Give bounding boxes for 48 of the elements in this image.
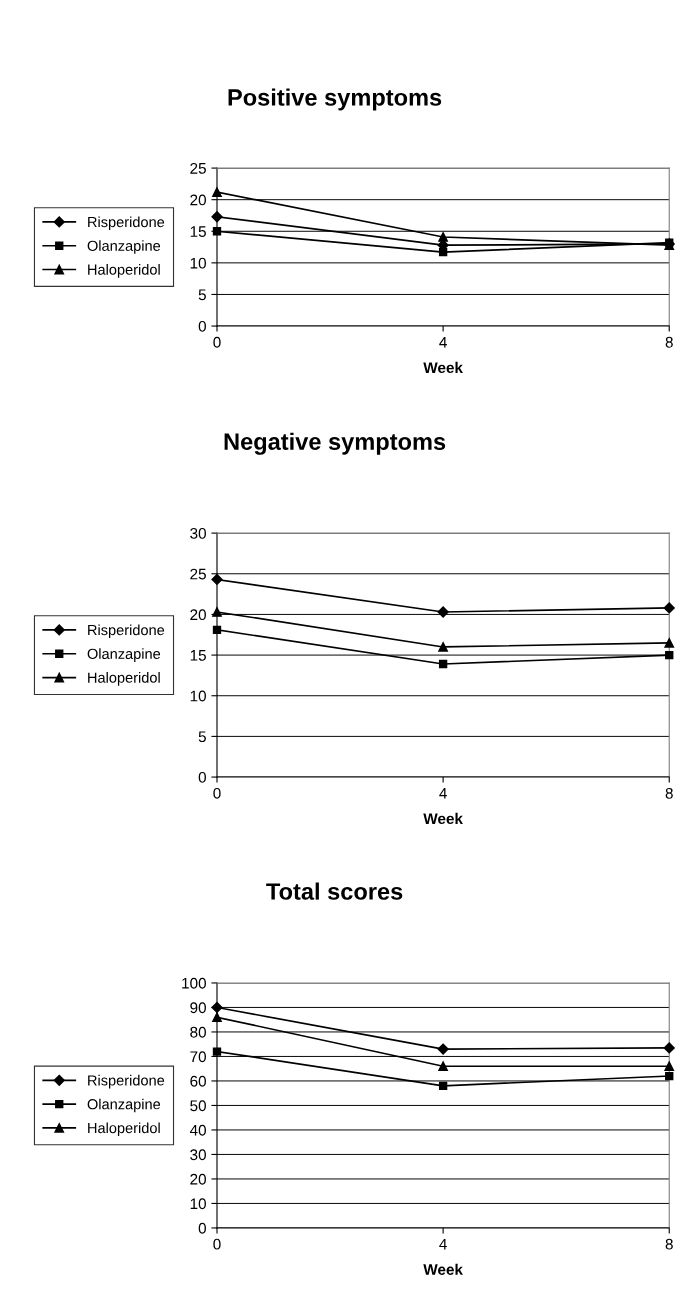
legend-label: Risperidone — [88, 1074, 165, 1089]
x-tick-label: 0 — [213, 336, 221, 348]
y-tick-label: 10 — [190, 257, 206, 269]
chart-title: Positive symptoms — [228, 88, 442, 111]
y-tick-label: 20 — [190, 194, 206, 206]
y-tick-label: 0 — [198, 1222, 206, 1234]
y-tick-label: 30 — [190, 527, 206, 539]
legend-label: Haloperidol — [88, 264, 160, 278]
y-tick-label: 10 — [190, 690, 206, 702]
y-tick-label: 15 — [190, 226, 206, 237]
x-tick-label: 0 — [213, 787, 221, 799]
y-tick-label: 40 — [189, 1124, 206, 1136]
y-tick-label: 15 — [190, 650, 206, 661]
legend-label: Risperidone — [88, 624, 165, 639]
y-tick-label: 100 — [182, 977, 206, 989]
y-tick-label: 10 — [190, 1198, 206, 1210]
y-tick-label: 20 — [190, 1173, 206, 1185]
y-tick-label: 0 — [198, 320, 206, 332]
y-tick-label: 90 — [190, 1002, 206, 1014]
y-tick-label: 50 — [190, 1100, 206, 1112]
y-tick-label: 0 — [198, 771, 206, 783]
x-tick-label: 4 — [439, 788, 447, 799]
x-tick-label: 8 — [665, 1238, 673, 1250]
legend-label: Olanzapine — [87, 240, 161, 254]
legend-label: Risperidone — [88, 216, 165, 231]
y-tick-label: 30 — [190, 1149, 206, 1161]
legend-label: Olanzapine — [87, 648, 161, 662]
x-tick-label: 8 — [665, 787, 673, 799]
legend-label: Haloperidol — [88, 1122, 160, 1137]
y-tick-label: 80 — [190, 1026, 206, 1038]
y-tick-label: 25 — [190, 162, 206, 174]
y-tick-label: 60 — [190, 1075, 206, 1087]
y-tick-label: 5 — [198, 731, 206, 743]
chart-title: Total scores — [266, 882, 403, 900]
y-tick-label: 5 — [198, 289, 206, 301]
chart-title: Negative symptoms — [224, 432, 446, 455]
y-tick-label: 25 — [190, 568, 206, 580]
x-axis-title: Week — [423, 361, 463, 374]
x-axis-title: Week — [423, 812, 463, 825]
y-tick-label: 70 — [190, 1051, 206, 1063]
x-tick-label: 4 — [439, 1238, 447, 1250]
legend-label: Haloperidol — [88, 672, 160, 686]
x-axis-title: Week — [423, 1263, 463, 1275]
legend-label: Olanzapine — [87, 1098, 161, 1113]
x-tick-label: 0 — [213, 1238, 221, 1250]
y-tick-label: 20 — [190, 609, 206, 621]
x-tick-label: 4 — [439, 337, 447, 348]
x-tick-label: 8 — [665, 336, 673, 348]
